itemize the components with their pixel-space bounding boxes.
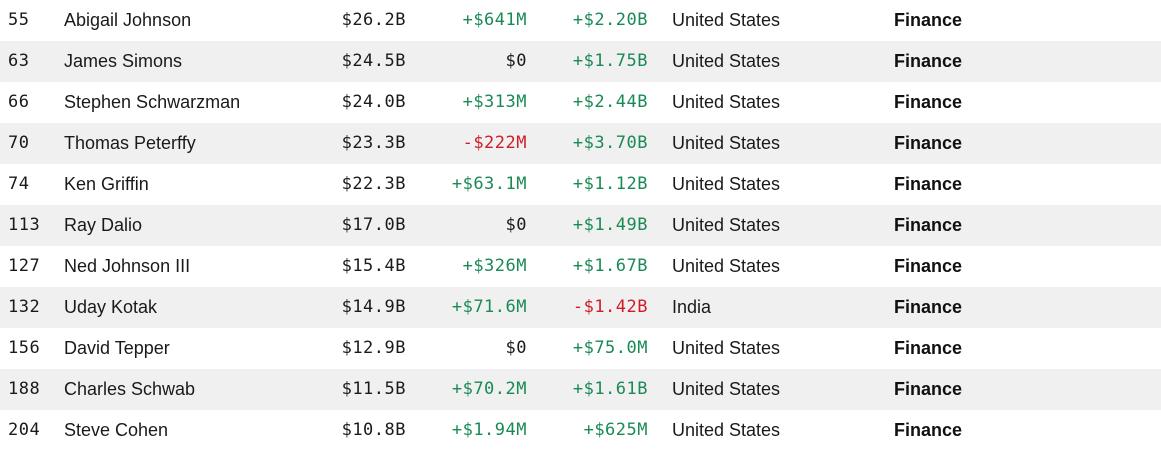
- ytd-change-cell: +$75.0M: [572, 338, 648, 358]
- industry-cell: Finance: [894, 92, 963, 112]
- net-worth-cell: $12.9B: [341, 338, 406, 358]
- last-change-cell: +$70.2M: [451, 379, 527, 399]
- table-row[interactable]: 156 David Tepper $12.9B $0 +$75.0M Unite…: [0, 328, 1161, 369]
- industry-cell: Finance: [894, 256, 963, 276]
- name-cell[interactable]: Thomas Peterffy: [64, 133, 196, 153]
- industry-cell: Finance: [894, 51, 963, 71]
- ytd-change-cell: +$625M: [583, 420, 648, 440]
- country-cell: India: [672, 297, 712, 317]
- industry-cell: Finance: [894, 379, 963, 399]
- net-worth-cell: $26.2B: [341, 10, 406, 30]
- last-change-cell: +$326M: [462, 256, 527, 276]
- net-worth-cell: $14.9B: [341, 297, 406, 317]
- ytd-change-cell: +$3.70B: [572, 133, 648, 153]
- last-change-cell: +$313M: [462, 92, 527, 112]
- table-row[interactable]: 127 Ned Johnson III $15.4B +$326M +$1.67…: [0, 246, 1161, 287]
- country-cell: United States: [672, 51, 781, 71]
- last-change-cell: $0: [505, 51, 527, 71]
- industry-cell: Finance: [894, 338, 963, 358]
- rank-cell: 74: [8, 174, 30, 194]
- name-cell[interactable]: Stephen Schwarzman: [64, 92, 241, 112]
- country-cell: United States: [672, 133, 781, 153]
- net-worth-cell: $24.5B: [341, 51, 406, 71]
- rank-cell: 188: [8, 379, 41, 399]
- name-cell[interactable]: Charles Schwab: [64, 379, 196, 399]
- name-cell[interactable]: David Tepper: [64, 338, 170, 358]
- country-cell: United States: [672, 379, 781, 399]
- net-worth-cell: $24.0B: [341, 92, 406, 112]
- industry-cell: Finance: [894, 174, 963, 194]
- country-cell: United States: [672, 338, 781, 358]
- country-cell: United States: [672, 256, 781, 276]
- country-cell: United States: [672, 92, 781, 112]
- rank-cell: 70: [8, 133, 30, 153]
- industry-cell: Finance: [894, 215, 963, 235]
- rank-cell: 127: [8, 256, 41, 276]
- ytd-change-cell: +$1.61B: [572, 379, 648, 399]
- table-row[interactable]: 113 Ray Dalio $17.0B $0 +$1.49B United S…: [0, 205, 1161, 246]
- net-worth-cell: $11.5B: [341, 379, 406, 399]
- net-worth-cell: $22.3B: [341, 174, 406, 194]
- industry-cell: Finance: [894, 420, 963, 440]
- country-cell: United States: [672, 10, 781, 30]
- rank-cell: 156: [8, 338, 41, 358]
- last-change-cell: $0: [505, 215, 527, 235]
- name-cell[interactable]: Steve Cohen: [64, 420, 169, 440]
- last-change-cell: +$63.1M: [451, 174, 527, 194]
- table-row[interactable]: 132 Uday Kotak $14.9B +$71.6M -$1.42B In…: [0, 287, 1161, 328]
- rank-cell: 113: [8, 215, 41, 235]
- ytd-change-cell: +$2.44B: [572, 92, 648, 112]
- rank-cell: 55: [8, 10, 30, 30]
- table-row[interactable]: 66 Stephen Schwarzman $24.0B +$313M +$2.…: [0, 82, 1161, 123]
- country-cell: United States: [672, 174, 781, 194]
- table-row[interactable]: 63 James Simons $24.5B $0 +$1.75B United…: [0, 41, 1161, 82]
- last-change-cell: $0: [505, 338, 527, 358]
- table-row[interactable]: 188 Charles Schwab $11.5B +$70.2M +$1.61…: [0, 369, 1161, 410]
- last-change-cell: +$71.6M: [451, 297, 527, 317]
- table-row[interactable]: 74 Ken Griffin $22.3B +$63.1M +$1.12B Un…: [0, 164, 1161, 205]
- net-worth-cell: $15.4B: [341, 256, 406, 276]
- last-change-cell: -$222M: [462, 133, 527, 153]
- ytd-change-cell: +$1.75B: [572, 51, 648, 71]
- ytd-change-cell: +$1.49B: [572, 215, 648, 235]
- ytd-change-cell: +$1.12B: [572, 174, 648, 194]
- rank-cell: 63: [8, 51, 30, 71]
- ytd-change-cell: +$2.20B: [572, 10, 648, 30]
- rank-cell: 66: [8, 92, 30, 112]
- last-change-cell: +$641M: [462, 10, 527, 30]
- name-cell[interactable]: Uday Kotak: [64, 297, 158, 317]
- name-cell[interactable]: Abigail Johnson: [64, 10, 192, 30]
- table-row[interactable]: 204 Steve Cohen $10.8B +$1.94M +$625M Un…: [0, 410, 1161, 451]
- industry-cell: Finance: [894, 10, 963, 30]
- name-cell[interactable]: Ken Griffin: [64, 174, 149, 194]
- net-worth-cell: $17.0B: [341, 215, 406, 235]
- last-change-cell: +$1.94M: [451, 420, 527, 440]
- rank-cell: 132: [8, 297, 41, 317]
- country-cell: United States: [672, 215, 781, 235]
- name-cell[interactable]: Ray Dalio: [64, 215, 143, 235]
- rank-cell: 204: [8, 420, 41, 440]
- net-worth-cell: $23.3B: [341, 133, 406, 153]
- industry-cell: Finance: [894, 297, 963, 317]
- table-row[interactable]: 70 Thomas Peterffy $23.3B -$222M +$3.70B…: [0, 123, 1161, 164]
- country-cell: United States: [672, 420, 781, 440]
- net-worth-cell: $10.8B: [341, 420, 406, 440]
- name-cell[interactable]: Ned Johnson III: [64, 256, 191, 276]
- ytd-change-cell: +$1.67B: [572, 256, 648, 276]
- name-cell[interactable]: James Simons: [64, 51, 183, 71]
- table-row[interactable]: 55 Abigail Johnson $26.2B +$641M +$2.20B…: [0, 0, 1161, 41]
- industry-cell: Finance: [894, 133, 963, 153]
- ytd-change-cell: -$1.42B: [572, 297, 648, 317]
